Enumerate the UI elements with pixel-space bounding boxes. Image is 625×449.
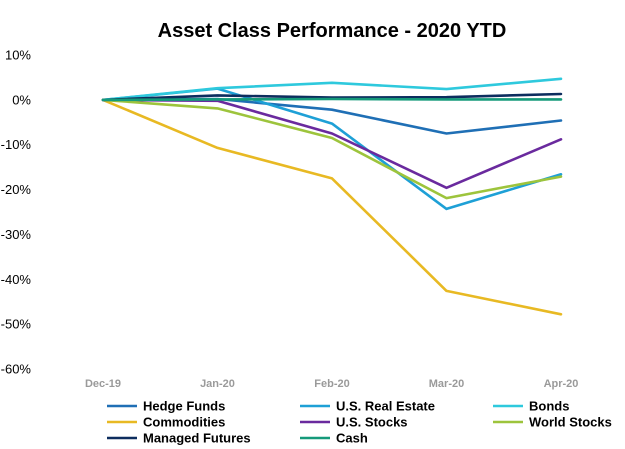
series-line-commodities bbox=[101, 98, 563, 316]
y-tick-label: -10% bbox=[1, 137, 32, 152]
x-tick-label: Dec-19 bbox=[85, 378, 121, 390]
y-tick-label: -50% bbox=[1, 317, 32, 332]
y-axis-ticks: 10% 0% -10% -20% -30% -40% -50% -60% bbox=[1, 48, 32, 377]
legend-item: Managed Futures bbox=[107, 431, 251, 446]
x-tick-label: Mar-20 bbox=[429, 378, 464, 390]
series-line-managed-futures bbox=[101, 92, 563, 102]
y-tick-label: -40% bbox=[1, 272, 32, 287]
y-tick-label: -20% bbox=[1, 182, 32, 197]
x-axis-ticks: Dec-19 Jan-20 Feb-20 Mar-20 Apr-20 bbox=[85, 378, 578, 390]
x-tick-label: Apr-20 bbox=[544, 378, 579, 390]
x-tick-label: Feb-20 bbox=[314, 378, 349, 390]
legend-item: World Stocks bbox=[493, 415, 612, 430]
chart-title: Asset Class Performance - 2020 YTD bbox=[158, 20, 507, 42]
legend-label: Hedge Funds bbox=[143, 399, 225, 414]
series-line-bonds bbox=[101, 77, 563, 102]
legend-item: Bonds bbox=[493, 399, 569, 414]
legend-label: World Stocks bbox=[529, 415, 612, 430]
y-tick-label: 10% bbox=[5, 48, 31, 63]
legend-label: Commodities bbox=[143, 415, 225, 430]
legend-item: Commodities bbox=[107, 415, 225, 430]
y-tick-label: -60% bbox=[1, 362, 32, 377]
legend-item: Cash bbox=[300, 431, 368, 446]
legend-label: U.S. Real Estate bbox=[336, 399, 435, 414]
x-tick-label: Jan-20 bbox=[200, 378, 235, 390]
legend-label: Managed Futures bbox=[143, 431, 251, 446]
y-tick-label: -30% bbox=[1, 227, 32, 242]
legend-item: Hedge Funds bbox=[107, 399, 225, 414]
legend: Hedge Funds U.S. Real Estate Bonds Commodit… bbox=[107, 399, 612, 446]
legend-item: U.S. Real Estate bbox=[300, 399, 435, 414]
y-tick-label: 0% bbox=[12, 92, 31, 107]
series-line-world-stocks bbox=[101, 98, 563, 200]
series-line-u-s-stocks bbox=[101, 98, 563, 190]
legend-label: Bonds bbox=[529, 399, 569, 414]
series-line-u-s-real-estate bbox=[101, 87, 563, 211]
legend-label: Cash bbox=[336, 431, 368, 446]
legend-label: U.S. Stocks bbox=[336, 415, 408, 430]
series-line-cash bbox=[101, 97, 563, 102]
series-lines bbox=[101, 77, 563, 316]
legend-item: U.S. Stocks bbox=[300, 415, 408, 430]
